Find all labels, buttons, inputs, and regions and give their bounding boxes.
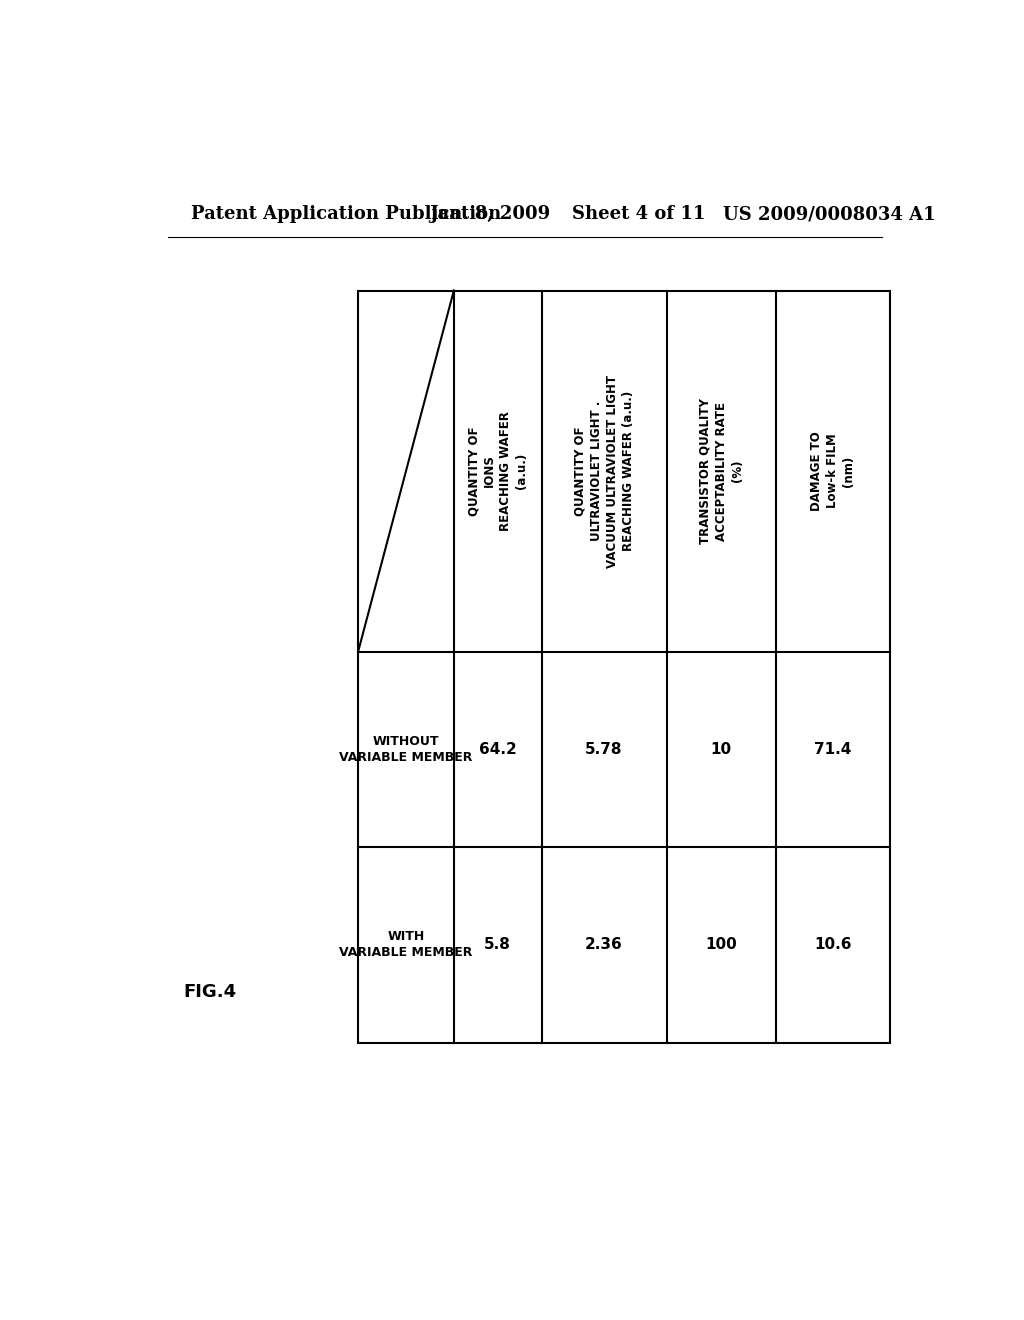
Text: DAMAGE TO
Low-k FILM
(nm): DAMAGE TO Low-k FILM (nm) <box>810 432 855 511</box>
Text: 10: 10 <box>711 742 731 756</box>
Bar <box>358 290 890 1043</box>
Text: 64.2: 64.2 <box>479 742 516 756</box>
Text: US 2009/0008034 A1: US 2009/0008034 A1 <box>723 206 936 223</box>
Text: Jan. 8, 2009: Jan. 8, 2009 <box>430 206 551 223</box>
Text: 71.4: 71.4 <box>814 742 851 756</box>
Text: 5.78: 5.78 <box>586 742 623 756</box>
Text: Patent Application Publication: Patent Application Publication <box>191 206 502 223</box>
Text: QUANTITY OF
ULTRAVIOLET LIGHT .
VACUUM ULTRAVIOLET LIGHT
REACHING WAFER (a.u.): QUANTITY OF ULTRAVIOLET LIGHT . VACUUM U… <box>573 375 635 568</box>
Text: 2.36: 2.36 <box>585 937 623 953</box>
Text: WITHOUT
VARIABLE MEMBER: WITHOUT VARIABLE MEMBER <box>339 735 473 764</box>
Text: FIG.4: FIG.4 <box>183 983 237 1001</box>
Text: TRANSISTOR QUALITY
ACCEPTABILITY RATE
(%): TRANSISTOR QUALITY ACCEPTABILITY RATE (%… <box>698 399 743 544</box>
Text: WITH
VARIABLE MEMBER: WITH VARIABLE MEMBER <box>339 931 473 960</box>
Text: 100: 100 <box>706 937 737 953</box>
Text: 10.6: 10.6 <box>814 937 851 953</box>
Text: Sheet 4 of 11: Sheet 4 of 11 <box>572 206 706 223</box>
Text: 5.8: 5.8 <box>484 937 511 953</box>
Text: QUANTITY OF
IONS
REACHING WAFER
(a.u.): QUANTITY OF IONS REACHING WAFER (a.u.) <box>467 411 528 531</box>
